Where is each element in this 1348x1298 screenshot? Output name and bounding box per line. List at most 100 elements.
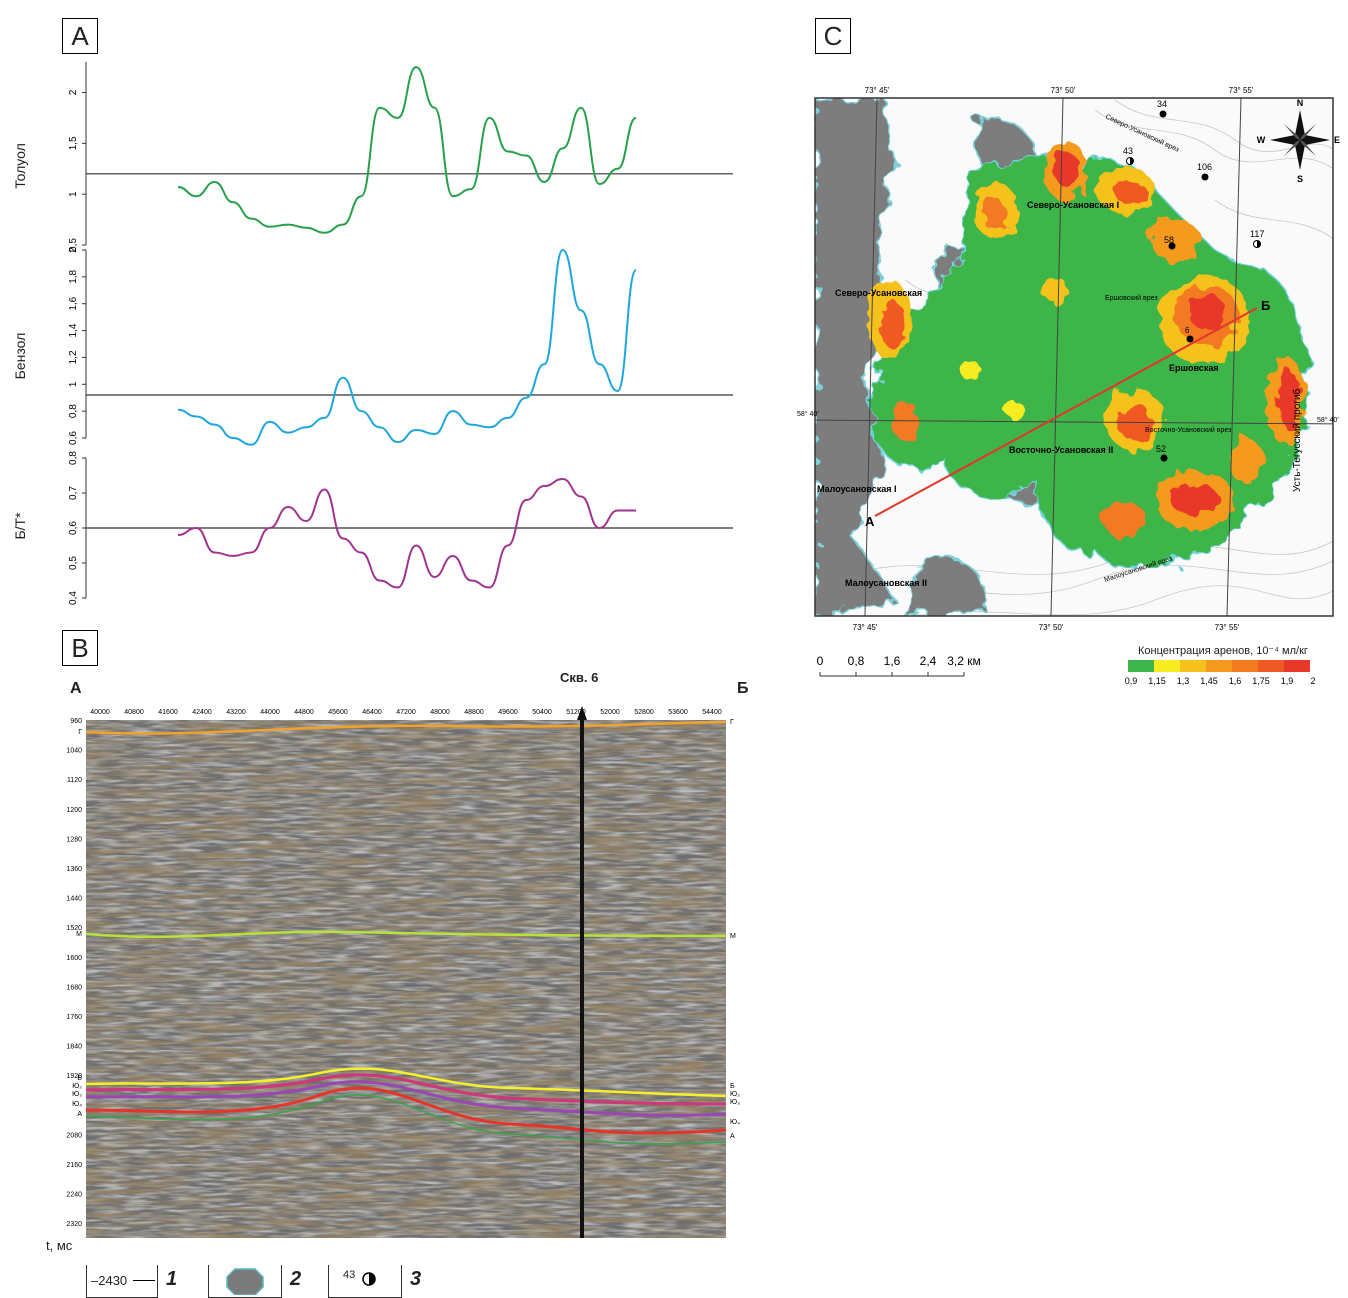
chart-2-tick-label: 0,6	[68, 521, 79, 535]
trace-label: 51200	[566, 709, 586, 716]
chart-2-series-line	[177, 477, 636, 589]
panel-label-a: A	[62, 18, 98, 54]
time-label: 960	[70, 718, 82, 725]
trace-label: 53600	[668, 709, 688, 716]
label-severo-usanovskaya-i: Северо-Усановская I	[1027, 200, 1119, 210]
label-ershovskaya: Ершовская	[1169, 363, 1219, 373]
color-legend-tick: 1,6	[1229, 676, 1242, 686]
well-52-icon	[1160, 454, 1168, 462]
well-number-sample: 43	[343, 1269, 356, 1281]
horizon-right-label: Ю₃	[730, 1099, 740, 1106]
map-grid	[815, 98, 1333, 616]
well-106-icon	[1201, 173, 1209, 181]
chart-1-tick-label: 0,8	[68, 404, 79, 418]
color-legend: 0,9 1,15 1,3 1,45 1,6 1,75 1,9 2	[1125, 660, 1316, 686]
well-106-label: 106	[1197, 162, 1212, 172]
coord-bottom-3: 73° 55'	[1215, 623, 1240, 632]
horizon-u3	[85, 1080, 727, 1117]
coord-bottom-2: 73° 50'	[1039, 623, 1064, 632]
panel-label-b: B	[62, 630, 98, 666]
scale-tick-label: 1,6	[884, 654, 901, 668]
lat-left: 58° 40'	[797, 410, 819, 418]
coord-bottom-1: 73° 45'	[853, 623, 878, 632]
chart-1-tick-label: 0,6	[68, 431, 79, 445]
trace-label: 54400	[702, 709, 722, 716]
time-label: 1440	[66, 896, 82, 903]
time-label: 1120	[67, 777, 82, 784]
trace-label: 48800	[464, 709, 484, 716]
horizon-left-label: М	[76, 931, 82, 938]
panel-label-c: C	[815, 18, 851, 54]
chart-1-tick-label: 1,6	[68, 296, 79, 310]
legend-item-erosion	[208, 1265, 282, 1298]
trace-label: 40800	[124, 709, 144, 716]
trace-label: 47200	[396, 709, 416, 716]
legend-num-1: 1	[166, 1268, 178, 1290]
trace-label: 52800	[634, 709, 654, 716]
horizon-a	[85, 1086, 727, 1135]
chart-2-tick-label: 0,4	[68, 591, 79, 605]
chart-2-tick-label: 0,5	[68, 556, 79, 570]
trace-label: 40000	[90, 709, 110, 716]
legend-num-2: 2	[290, 1268, 302, 1290]
scale-tick-label: 2,4	[920, 654, 937, 668]
well-6-label: 6	[1185, 326, 1190, 335]
arene-concentration-map: N S W E 73° 45' 73° 50' 73° 55' 73° 45' …	[797, 86, 1340, 632]
trace-label: 50400	[532, 709, 552, 716]
seismic-section: 40000 40800 41600 42400 43200 44000 44800 45600…	[66, 706, 740, 1238]
wells: 34 43 106 117 58 6 52	[1123, 99, 1264, 462]
coord-top-3: 73° 55'	[1229, 86, 1254, 95]
chart-1-tick-label: 1,8	[68, 269, 79, 283]
coord-top-1: 73° 45'	[865, 86, 890, 95]
seismic-noise-dark	[86, 720, 726, 1238]
well-43-label: 43	[1123, 146, 1133, 156]
isoline-value: –2430	[91, 1273, 128, 1288]
color-legend-swatch	[1284, 660, 1310, 672]
trace-label: 52000	[600, 709, 620, 716]
horizon-b	[85, 1067, 727, 1098]
chart-0-tick-label: 2	[68, 89, 79, 95]
trace-label: 46400	[362, 709, 382, 716]
color-legend-swatch	[1258, 660, 1284, 672]
scale-tick-label: 0,8	[848, 654, 865, 668]
compass-rose-icon	[1270, 110, 1330, 170]
well-58-label: 58	[1164, 235, 1174, 245]
time-label: 1360	[66, 866, 82, 873]
compass-w: W	[1257, 135, 1266, 145]
well-52-label: 52	[1156, 444, 1166, 454]
legend-num-3: 3	[410, 1268, 422, 1290]
legend-item-well: 43	[328, 1265, 402, 1298]
color-legend-swatch	[1206, 660, 1232, 672]
scale-bar: 0 0,8 1,6 2,4 3,2 км	[817, 654, 981, 677]
profile-line	[874, 307, 1258, 517]
horizon-right-label: А	[730, 1133, 735, 1140]
color-legend-tick: 1,45	[1200, 676, 1218, 686]
chart-0-tick-label: 0,5	[68, 238, 79, 252]
well-34-icon	[1159, 110, 1167, 118]
label-vostochno-usanovsky-vrez: Восточно-Усановский врез	[1145, 426, 1231, 434]
well-117-icon	[1257, 240, 1261, 248]
time-label: 1920	[66, 1073, 82, 1080]
horizon-left-label: Ю₂	[72, 1083, 82, 1090]
horizon-g	[85, 720, 727, 735]
color-legend-tick: 1,15	[1148, 676, 1166, 686]
trace-label: 44000	[260, 709, 280, 716]
horizon-left-label: А	[77, 1111, 82, 1118]
label-malousanovskaya-ii: Малоусановская II	[845, 578, 927, 588]
label-severo-usanovskaya: Северо-Усановская	[835, 288, 922, 298]
time-label: 1520	[66, 925, 82, 932]
color-legend-swatch	[1128, 660, 1154, 672]
chart-1-tick-label: 1	[68, 381, 79, 387]
trace-label: 44800	[294, 709, 314, 716]
color-legend-tick: 1,9	[1281, 676, 1294, 686]
color-legend-swatch	[1232, 660, 1258, 672]
label-profile-a: А	[865, 514, 875, 529]
lat-right: 58° 40'	[1317, 416, 1339, 424]
well-label: Скв. 6	[560, 670, 599, 685]
horizon-m	[85, 930, 727, 939]
chart-panel-a: 0,5 1 1,5 2 0,6 0,8 1 1,2 1,4 1,6 1,8 2 0,4 0,5 0,6 0,7…	[68, 62, 733, 605]
horizon-left-label: Ю₄	[72, 1101, 82, 1108]
horizon-right-label: Ю₂	[730, 1091, 740, 1098]
half-filled-well-icon	[369, 1273, 375, 1285]
time-label: 2320	[66, 1221, 82, 1228]
